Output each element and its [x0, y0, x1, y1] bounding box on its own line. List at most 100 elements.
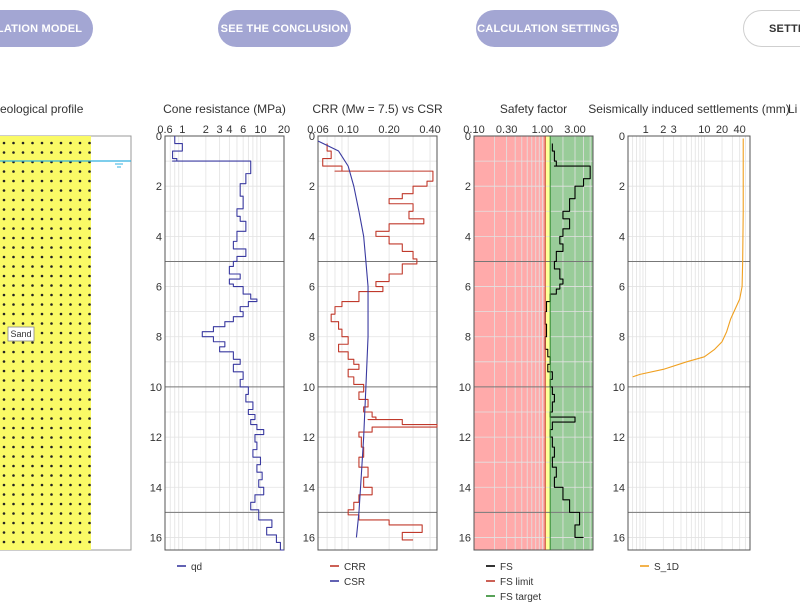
- sand-dot: [69, 426, 72, 430]
- legend-label: FS limit: [500, 577, 534, 588]
- y-tick-label: 10: [150, 382, 162, 394]
- sand-dot: [21, 151, 25, 154]
- sand-dot: [50, 417, 53, 420]
- sand-dot: [69, 189, 72, 192]
- sand-dot: [88, 436, 91, 439]
- calculation-model-button[interactable]: ULATION MODEL: [0, 10, 93, 47]
- y-tick-label: 0: [156, 131, 162, 143]
- x-tick-label: 10: [698, 124, 710, 136]
- sand-dot: [31, 464, 34, 468]
- safety-band: [474, 136, 546, 550]
- sand-dot: [31, 474, 34, 477]
- legend-label: CSR: [344, 577, 365, 588]
- sand-dot: [78, 360, 82, 363]
- sand-dot: [2, 436, 6, 439]
- sand-dot: [88, 255, 91, 259]
- sand-dot: [12, 360, 15, 363]
- sand-dot: [78, 198, 82, 202]
- sand-dot: [78, 483, 82, 487]
- calculation-settings-button[interactable]: CALCULATION SETTINGS: [476, 10, 619, 47]
- sand-dot: [31, 455, 34, 458]
- x-tick-label: 1: [179, 124, 185, 136]
- sand-dot: [69, 170, 72, 173]
- sand-dot: [69, 274, 72, 278]
- sand-dot: [2, 217, 6, 221]
- sand-dot: [2, 417, 6, 420]
- sand-dot: [40, 284, 44, 287]
- y-tick-label: 16: [613, 532, 625, 544]
- sand-dot: [31, 436, 34, 439]
- settings-button[interactable]: SETTIN: [743, 10, 800, 47]
- safety-band: [545, 136, 551, 550]
- sand-dot: [2, 369, 6, 373]
- sand-dot: [50, 379, 53, 382]
- geological-profile: Sand: [0, 135, 132, 551]
- sand-dot: [69, 455, 72, 458]
- sand-dot: [31, 170, 34, 173]
- sand-dot: [88, 426, 91, 430]
- sand-dot: [78, 502, 82, 506]
- sand-dot: [12, 322, 15, 325]
- sand-dot: [31, 426, 34, 430]
- sand-dot: [21, 189, 25, 192]
- sand-dot: [40, 379, 44, 382]
- sand-dot: [59, 331, 63, 335]
- soil-label-box: [7, 326, 35, 342]
- sand-dot: [2, 445, 6, 449]
- see-conclusion-button[interactable]: SEE THE CONCLUSION: [218, 10, 351, 47]
- sand-dot: [50, 265, 53, 268]
- sand-dot: [21, 464, 25, 468]
- sand-dot: [31, 483, 34, 487]
- sand-dot: [88, 502, 91, 506]
- sand-dot: [31, 512, 34, 515]
- x-tick-label: 1: [643, 124, 649, 136]
- sand-dot: [21, 398, 25, 401]
- sand-layer: [0, 136, 91, 550]
- sand-dot: [69, 303, 72, 306]
- x-tick-label: 10: [254, 124, 266, 136]
- sand-dot: [78, 208, 82, 211]
- sand-dot: [59, 293, 63, 297]
- sand-dot: [69, 398, 72, 401]
- y-tick-label: 12: [459, 432, 471, 444]
- sand-dot: [69, 407, 72, 411]
- sand-dot: [88, 341, 91, 344]
- sand-dot: [40, 360, 44, 363]
- sand-dot: [31, 350, 34, 354]
- y-tick-label: 4: [619, 231, 625, 243]
- sand-dot: [50, 217, 53, 221]
- x-tick-label: 2: [660, 124, 666, 136]
- sand-dot: [88, 540, 91, 544]
- sand-dot: [69, 379, 72, 382]
- x-tick-label: 1.00: [532, 124, 553, 136]
- sand-dot: [78, 455, 82, 458]
- sand-dot: [31, 540, 34, 544]
- y-tick-label: 8: [309, 332, 315, 344]
- sand-dot: [69, 208, 72, 211]
- sand-dot: [21, 350, 25, 354]
- y-tick-label: 0: [619, 131, 625, 143]
- next-panel-title: Li: [788, 102, 797, 116]
- sand-dot: [21, 445, 25, 449]
- sand-dot: [50, 341, 53, 344]
- sand-dot: [59, 236, 63, 240]
- sand-dot: [31, 217, 34, 221]
- sand-dot: [59, 284, 63, 287]
- y-tick-label: 8: [156, 332, 162, 344]
- sand-dot: [2, 407, 6, 411]
- sand-dot: [21, 198, 25, 202]
- sand-dot: [21, 379, 25, 382]
- y-tick-label: 6: [156, 282, 162, 294]
- sand-dot: [50, 521, 53, 525]
- sand-dot: [40, 464, 44, 468]
- sand-dot: [88, 274, 91, 278]
- y-tick-label: 6: [619, 282, 625, 294]
- sand-dot: [59, 341, 63, 344]
- sand-dot: [50, 322, 53, 325]
- sand-dot: [78, 246, 82, 249]
- sand-dot: [59, 407, 63, 411]
- sand-dot: [2, 474, 6, 477]
- sand-dot: [31, 521, 34, 525]
- sand-dot: [88, 398, 91, 401]
- sand-dot: [69, 436, 72, 439]
